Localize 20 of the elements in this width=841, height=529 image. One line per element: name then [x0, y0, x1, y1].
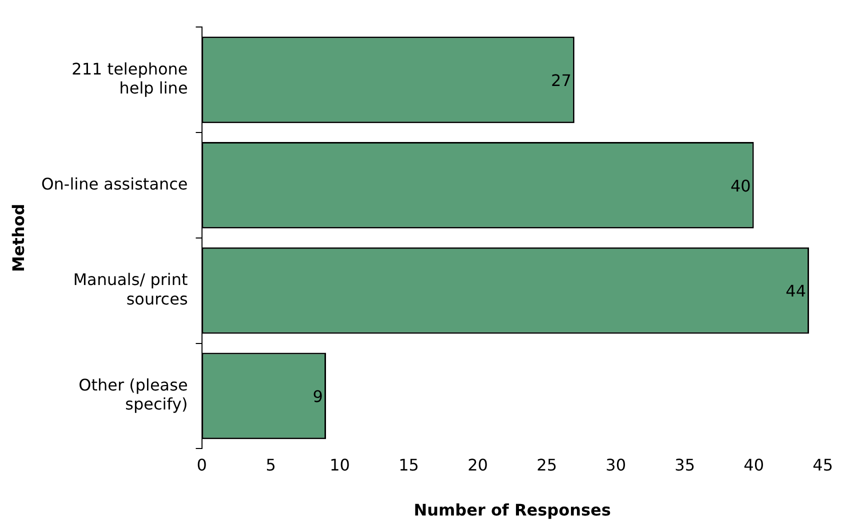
x-tick-label: 25 [536, 455, 557, 474]
x-tick-label: 45 [812, 455, 833, 474]
y-tick-label: 211 telephone help line [72, 59, 188, 98]
x-axis-title: Number of Responses [414, 500, 611, 520]
y-tick-label: Other (please specify) [78, 375, 188, 414]
x-tick-label: 0 [196, 455, 207, 474]
y-axis-title: Method [8, 204, 28, 272]
x-tick-label: 30 [606, 455, 626, 474]
y-tick-label: On-line assistance [41, 174, 188, 194]
data-label: 44 [786, 282, 806, 301]
x-tick-label: 35 [674, 455, 695, 474]
data-label: 27 [551, 71, 572, 90]
data-label: 9 [312, 387, 323, 406]
x-tick-label: 15 [398, 455, 419, 474]
data-label: 40 [730, 176, 751, 196]
x-tick-label: 10 [330, 455, 350, 474]
x-tick-label: 40 [744, 455, 764, 474]
x-tick-label: 5 [266, 455, 276, 474]
y-tick-label: Manuals/ print sources [73, 270, 188, 308]
x-tick-label: 20 [468, 455, 488, 474]
